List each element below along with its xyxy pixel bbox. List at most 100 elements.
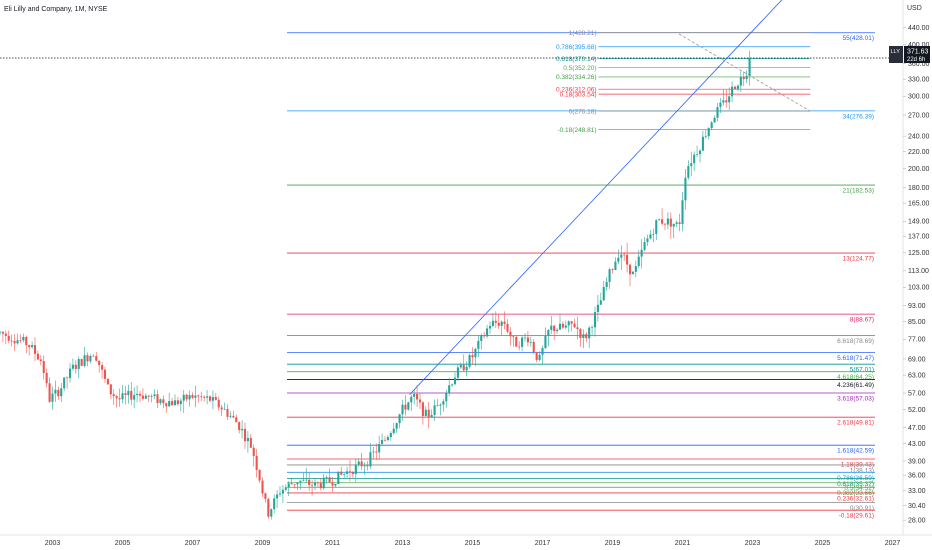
candle-body xyxy=(704,136,707,137)
candle-body xyxy=(13,341,16,344)
candle-body xyxy=(313,482,317,486)
candle-body xyxy=(214,397,217,400)
fib-retracement-label: 0.618(370.14) xyxy=(556,56,596,63)
candle-body xyxy=(121,393,124,400)
candle-body xyxy=(526,337,529,343)
fib-level-label: 0.618(35.37) xyxy=(837,481,874,488)
candle-body xyxy=(89,355,92,362)
price-tick-label: 30.40 xyxy=(908,503,926,510)
candle-body xyxy=(287,483,290,488)
candle-body xyxy=(136,393,139,396)
candle-body xyxy=(696,154,699,155)
candle-body xyxy=(602,287,605,301)
candle-body xyxy=(71,364,74,369)
candle-body xyxy=(308,479,311,485)
last-price-tag[interactable]: LLY 371.63 22d 6h xyxy=(889,46,930,63)
candle-body xyxy=(325,477,328,478)
candle-body xyxy=(643,242,646,250)
price-tick-label: 69.00 xyxy=(908,356,926,363)
candle-body xyxy=(547,329,550,337)
price-tag-countdown: 22d 6h xyxy=(907,57,925,63)
candle-body xyxy=(83,355,86,366)
fib-level-label: 6.618(78.69) xyxy=(837,338,874,345)
candle-body xyxy=(736,85,739,89)
candle-body xyxy=(153,394,156,397)
candle-body xyxy=(684,177,687,201)
candle-body xyxy=(302,479,305,481)
candle-body xyxy=(439,404,442,406)
price-tick-label: 270.00 xyxy=(908,112,930,119)
price-tag-box xyxy=(904,46,930,63)
candle-body xyxy=(331,482,334,486)
candle-body xyxy=(678,222,681,224)
candle-body xyxy=(477,340,480,349)
candle-body xyxy=(456,367,459,378)
candle-body xyxy=(208,396,212,401)
candle-body xyxy=(197,395,200,397)
candle-body xyxy=(538,354,541,360)
time-tick-label: 2027 xyxy=(885,540,901,547)
candle-body xyxy=(106,378,109,385)
fib-retracement-label: 0.18(303.54) xyxy=(560,91,597,98)
candle-body xyxy=(666,218,669,225)
candle-body xyxy=(366,465,369,467)
candle-body xyxy=(220,407,223,410)
price-tick-label: 240.00 xyxy=(908,134,930,141)
candle-body xyxy=(693,154,696,164)
fib-level-label: 0.236(32.61) xyxy=(837,495,874,502)
price-tick-label: 113.00 xyxy=(908,268,929,275)
candle-body xyxy=(10,340,13,342)
candle-body xyxy=(267,498,270,517)
price-tag-symbol-box xyxy=(889,46,903,63)
candle-body xyxy=(401,404,404,415)
fib-retracement-label: 0(276.18) xyxy=(569,108,597,115)
candle-body xyxy=(200,396,203,398)
candle-body xyxy=(550,325,553,330)
candle-body xyxy=(226,408,229,417)
time-tick-label: 2015 xyxy=(465,540,481,547)
candle-body xyxy=(249,438,252,448)
candle-body xyxy=(138,393,142,396)
chart-title: Eli Lilly and Company, 1M, NYSE xyxy=(4,6,108,13)
fib-level-label: 4.236(61.49) xyxy=(837,382,874,389)
candle-body xyxy=(451,384,454,386)
candle-body xyxy=(68,368,72,379)
candle-body xyxy=(191,394,194,398)
price-tick-label: 330.00 xyxy=(908,77,930,84)
candle-body xyxy=(28,345,31,348)
candle-body xyxy=(599,300,602,305)
candle-body xyxy=(86,355,89,362)
time-tick-label: 2011 xyxy=(325,540,340,547)
candle-body xyxy=(375,451,378,453)
candle-body xyxy=(211,397,214,401)
candle-body xyxy=(296,482,299,485)
candle-body xyxy=(407,402,410,410)
fib-level-label: 0(30.91) xyxy=(850,505,874,512)
candle-body xyxy=(518,346,521,348)
candle-body xyxy=(340,471,343,475)
candle-body xyxy=(503,321,506,324)
price-tick-label: 85.00 xyxy=(908,319,926,326)
candle-body xyxy=(486,328,489,337)
candle-body xyxy=(159,399,162,403)
candle-body xyxy=(698,150,702,155)
fib-level-label: 0.5(34.52) xyxy=(844,485,874,492)
fib-level-label: 4.618(64.25) xyxy=(837,374,874,381)
candle-body xyxy=(235,417,238,423)
candle-body xyxy=(468,355,471,367)
fib-level-label: 5.618(71.47) xyxy=(837,355,874,362)
candle-body xyxy=(608,269,611,282)
candle-body xyxy=(150,396,153,397)
candle-body xyxy=(395,423,398,429)
time-tick-label: 2019 xyxy=(605,540,621,547)
candle-body xyxy=(620,254,623,258)
fib-retracement-label: -0.18(248.81) xyxy=(557,127,596,134)
candle-body xyxy=(299,480,302,483)
candle-body xyxy=(223,408,226,410)
candle-body xyxy=(171,401,174,406)
candle-body xyxy=(634,266,637,272)
candle-body xyxy=(360,461,363,467)
time-tick-label: 2007 xyxy=(185,540,201,547)
candle-body xyxy=(4,333,7,336)
